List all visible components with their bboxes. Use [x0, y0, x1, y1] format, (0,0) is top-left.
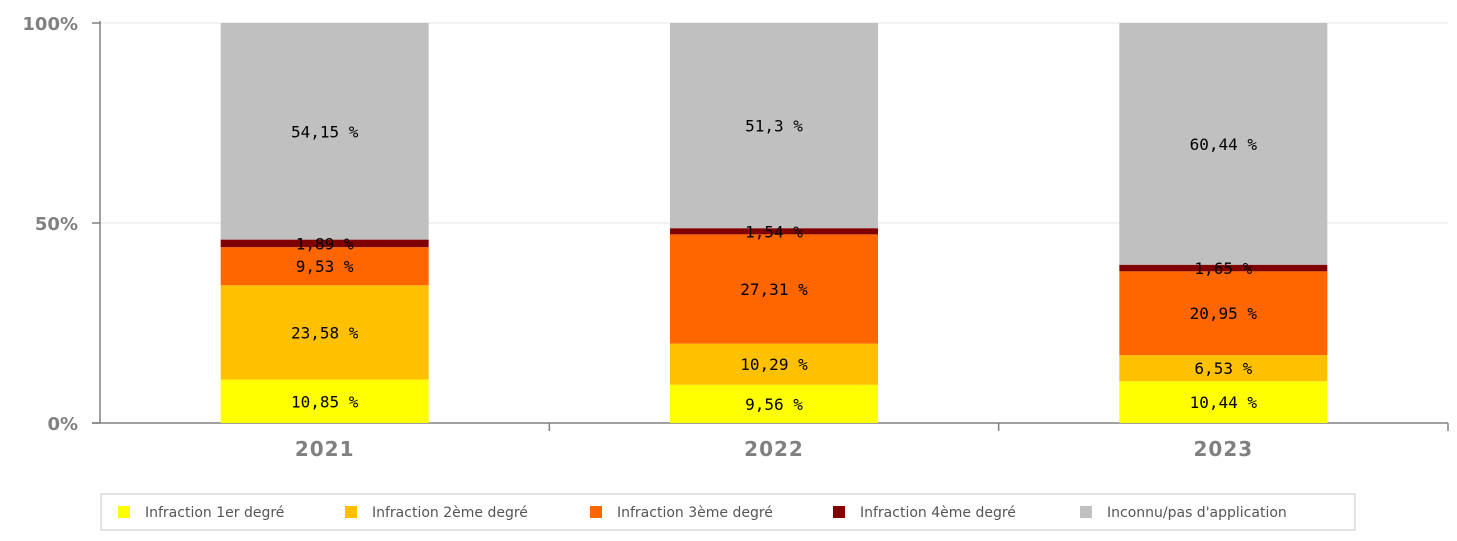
legend-label: Infraction 2ème degré	[372, 505, 528, 521]
y-tick-label: 0%	[47, 414, 78, 435]
data-label: 51,3 %	[745, 117, 803, 136]
x-tick-label: 2021	[295, 437, 355, 461]
bar-segment	[670, 384, 878, 423]
legend-label: Infraction 4ème degré	[860, 505, 1016, 521]
data-label: 54,15 %	[291, 122, 359, 141]
bar-segment	[220, 379, 429, 423]
bar-segment	[670, 234, 878, 344]
legend-swatch	[833, 506, 845, 518]
legend-swatch	[1080, 506, 1092, 518]
y-tick-label: 50%	[35, 214, 78, 235]
data-label: 1,65 %	[1194, 259, 1252, 278]
data-label: 10,29 %	[740, 355, 808, 374]
data-label: 10,44 %	[1190, 393, 1258, 412]
data-label: 6,53 %	[1194, 359, 1252, 378]
data-label: 10,85 %	[291, 392, 359, 411]
legend-box	[100, 493, 1356, 531]
bar-segment	[1119, 355, 1328, 382]
data-label: 60,44 %	[1190, 135, 1258, 154]
bar-segment	[1119, 22, 1328, 265]
data-label: 1,89 %	[296, 234, 354, 253]
bar-segment	[220, 285, 429, 380]
data-label: 9,53 %	[296, 257, 354, 276]
bar-segment	[220, 23, 429, 240]
bar-segment	[1119, 264, 1328, 272]
x-tick-label: 2023	[1193, 437, 1253, 461]
legend-swatch	[118, 506, 130, 518]
data-label: 27,31 %	[740, 280, 808, 299]
legend-label: Infraction 3ème degré	[617, 505, 773, 521]
bar-segment	[670, 343, 878, 385]
x-tick-label: 2022	[744, 437, 804, 461]
bar-segment	[1119, 381, 1328, 423]
bar-segment	[670, 23, 878, 229]
legend-label: Infraction 1er degré	[145, 505, 284, 521]
data-label: 1,54 %	[745, 222, 803, 241]
bar-segment	[1119, 271, 1328, 356]
y-tick-label: 100%	[22, 14, 78, 35]
data-label: 9,56 %	[745, 395, 803, 414]
legend-swatch	[590, 506, 602, 518]
bar-segment	[220, 247, 429, 286]
data-label: 20,95 %	[1190, 304, 1258, 323]
legend-label: Inconnu/pas d'application	[1107, 505, 1287, 521]
legend-swatch	[345, 506, 357, 518]
bar-segment	[220, 239, 429, 248]
data-label: 23,58 %	[291, 323, 359, 342]
bar-segment	[670, 228, 878, 235]
